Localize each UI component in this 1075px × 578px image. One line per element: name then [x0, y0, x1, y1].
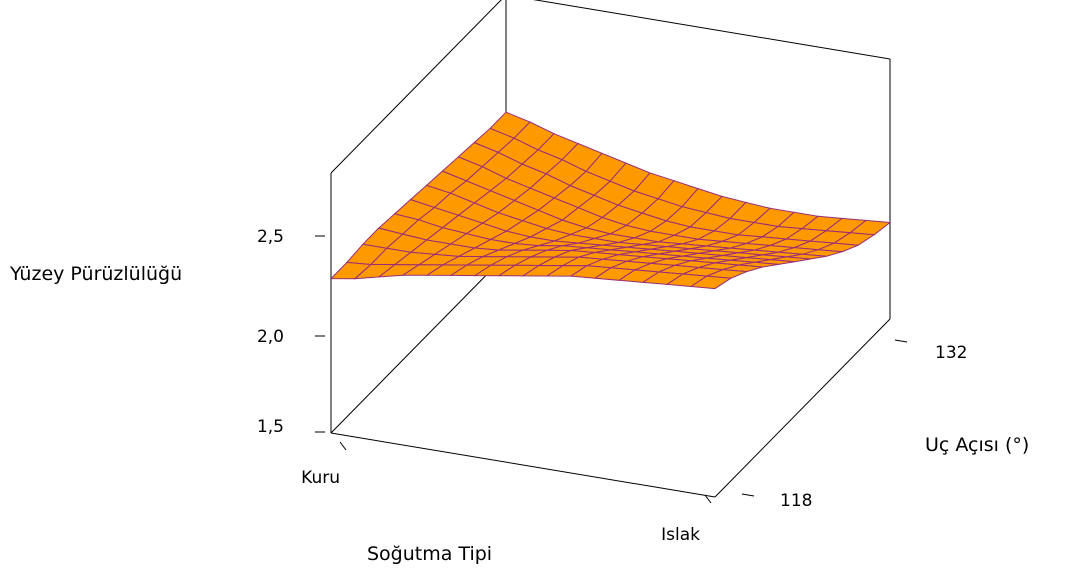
x-tick-label: Kuru: [301, 468, 340, 488]
x-tick-mark: [339, 441, 347, 451]
left-wall-top-edge: [330, 0, 502, 174]
z-axis-title: Yüzey Pürüzlülüğü: [9, 263, 182, 285]
z-tick-label: 2,5: [257, 227, 284, 247]
floor-front-edge: [330, 432, 716, 498]
y-tick-label: 132: [935, 343, 967, 363]
y-tick-mark: [894, 339, 908, 343]
y-axis-ticks: 118 132: [741, 339, 967, 511]
floor-left-edge: [330, 254, 507, 434]
x-tick-mark: [704, 494, 712, 504]
z-tick-label: 1,5: [257, 417, 284, 437]
z-axis-ticks: 2,5 2,0 1,5: [257, 227, 325, 437]
floor-right-edge: [714, 318, 891, 498]
y-axis-title: Uç Açısı (°): [925, 434, 1029, 456]
y-tick-label: 118: [780, 491, 812, 511]
x-tick-label: Islak: [661, 525, 700, 545]
x-axis-title: Soğutma Tipi: [367, 543, 492, 565]
surface-mesh: [329, 111, 892, 290]
z-tick-label: 2,0: [257, 327, 284, 347]
y-tick-mark: [741, 493, 755, 497]
front-frame: [330, 318, 891, 498]
back-wall-top-edge: [532, 0, 891, 60]
surface-cell: [689, 275, 733, 290]
x-axis-ticks: Kuru Islak: [301, 441, 712, 545]
